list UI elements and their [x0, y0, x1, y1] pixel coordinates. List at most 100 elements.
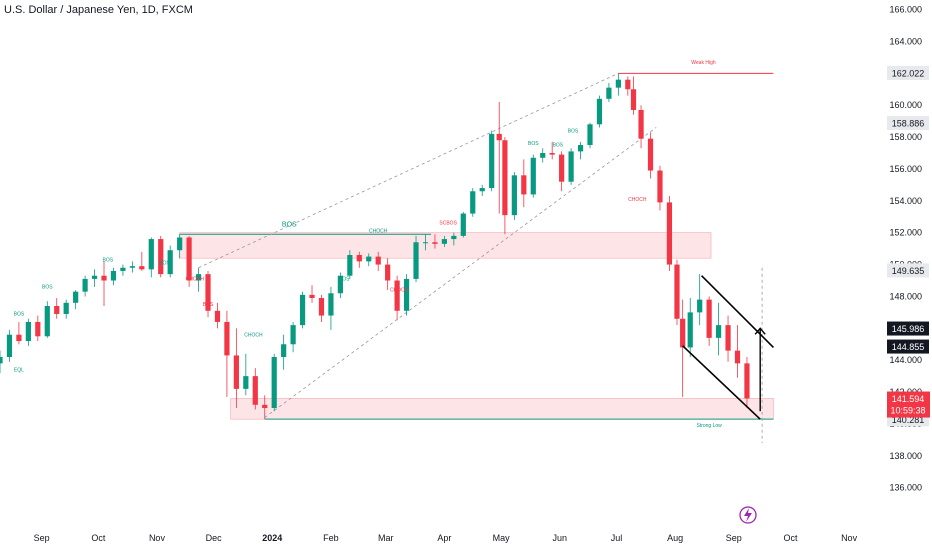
price-tag-text: 144.855: [892, 342, 925, 352]
zones-layer: [179, 232, 774, 420]
annotations-layer: Weak High Strong Low BOS CHOCH BOS BOS BOS CHOC…: [14, 60, 723, 429]
candle-body: [451, 235, 457, 240]
candle-body: [697, 299, 703, 313]
lines-layer: [179, 72, 774, 444]
candle-body: [540, 153, 546, 158]
wedge-bottom-line: [682, 345, 761, 420]
candle: [706, 296, 712, 346]
candle-body: [460, 213, 466, 236]
candle-body: [366, 256, 372, 262]
candle: [666, 196, 673, 271]
candle: [521, 159, 527, 208]
annotation-label: CHOCH: [244, 332, 263, 338]
annotation-label: BOS: [282, 221, 297, 228]
candle: [139, 251, 145, 271]
annotation-label: CHOCH: [186, 277, 205, 283]
candle: [337, 272, 343, 299]
candle-body: [110, 270, 117, 281]
candle-body: [413, 242, 419, 279]
candle: [568, 148, 574, 185]
candle-body: [290, 325, 296, 345]
candle-body: [606, 87, 612, 99]
x-tick-label: Mar: [378, 533, 394, 543]
candle: [16, 321, 22, 345]
candle-body: [511, 175, 517, 216]
y-tick-label: 154.000: [889, 196, 922, 206]
candle: [214, 302, 221, 329]
candle: [82, 275, 88, 297]
candle: [63, 299, 69, 319]
candle-body: [309, 294, 315, 299]
candle-body: [243, 376, 249, 389]
candle: [167, 245, 173, 278]
candle: [347, 250, 353, 279]
annotation-label: CHOCH: [628, 197, 647, 203]
candle: [422, 234, 429, 251]
candle: [657, 165, 663, 211]
candle: [224, 310, 230, 397]
x-tick-label: Apr: [437, 533, 451, 543]
candle-body: [356, 255, 362, 262]
candle: [309, 285, 315, 303]
x-tick-label: Nov: [149, 533, 166, 543]
candle: [375, 251, 381, 271]
logo-bolt: [744, 508, 752, 522]
candle-body: [615, 79, 621, 88]
wedge-pattern: [682, 275, 774, 420]
candle-body: [262, 404, 268, 408]
y-tick-label: 144.000: [889, 355, 922, 365]
candle-body: [205, 274, 211, 311]
candle: [479, 184, 485, 197]
candle: [587, 122, 593, 149]
logo-circle: [739, 506, 757, 524]
price-tag-bg: [887, 321, 929, 336]
candle: [638, 105, 644, 149]
price-tag-bg: [887, 339, 929, 354]
candle-body: [35, 321, 41, 337]
candle-body: [559, 154, 565, 182]
candle: [496, 102, 502, 214]
candle-body: [233, 355, 239, 389]
candle-body: [214, 310, 221, 322]
annotation-label: BOS: [42, 284, 53, 290]
y-tick-label: 148.000: [889, 291, 922, 301]
candle-body: [441, 239, 447, 244]
candle-body: [347, 255, 353, 276]
candle: [674, 259, 680, 326]
candle: [734, 325, 741, 378]
candle-body: [521, 175, 527, 195]
wedge-arrow-head: [754, 327, 766, 335]
candle-body: [44, 306, 50, 337]
annotation-label: BOS: [103, 257, 114, 263]
annotation-label: BOS: [159, 261, 170, 267]
candle-body: [252, 376, 258, 405]
candle: [489, 130, 495, 192]
candle-body: [0, 357, 3, 364]
candle-body: [666, 202, 673, 265]
candle-body: [91, 275, 98, 279]
candle: [328, 286, 334, 330]
candle: [54, 298, 60, 319]
annotation-label: BOS: [568, 128, 579, 134]
x-tick-label: Feb: [323, 533, 339, 543]
candle: [177, 234, 183, 259]
price-tag: 162.022: [887, 65, 929, 80]
y-tick-label: 158.000: [889, 132, 922, 142]
candle: [243, 353, 249, 396]
candle-body: [195, 274, 202, 281]
candle: [615, 73, 621, 96]
candle: [129, 261, 135, 273]
price-tag-text: 158.886: [892, 118, 925, 128]
candle: [470, 188, 476, 217]
candle-body: [16, 334, 22, 342]
candle-body: [470, 191, 476, 214]
price-tag-bg: [887, 65, 929, 80]
candle: [451, 232, 457, 246]
candle-body: [120, 267, 126, 271]
candle: [356, 251, 362, 268]
candle-body: [687, 312, 693, 348]
x-tick-label: Oct: [91, 533, 106, 543]
candle: [290, 321, 296, 353]
candle-body: [422, 242, 429, 244]
